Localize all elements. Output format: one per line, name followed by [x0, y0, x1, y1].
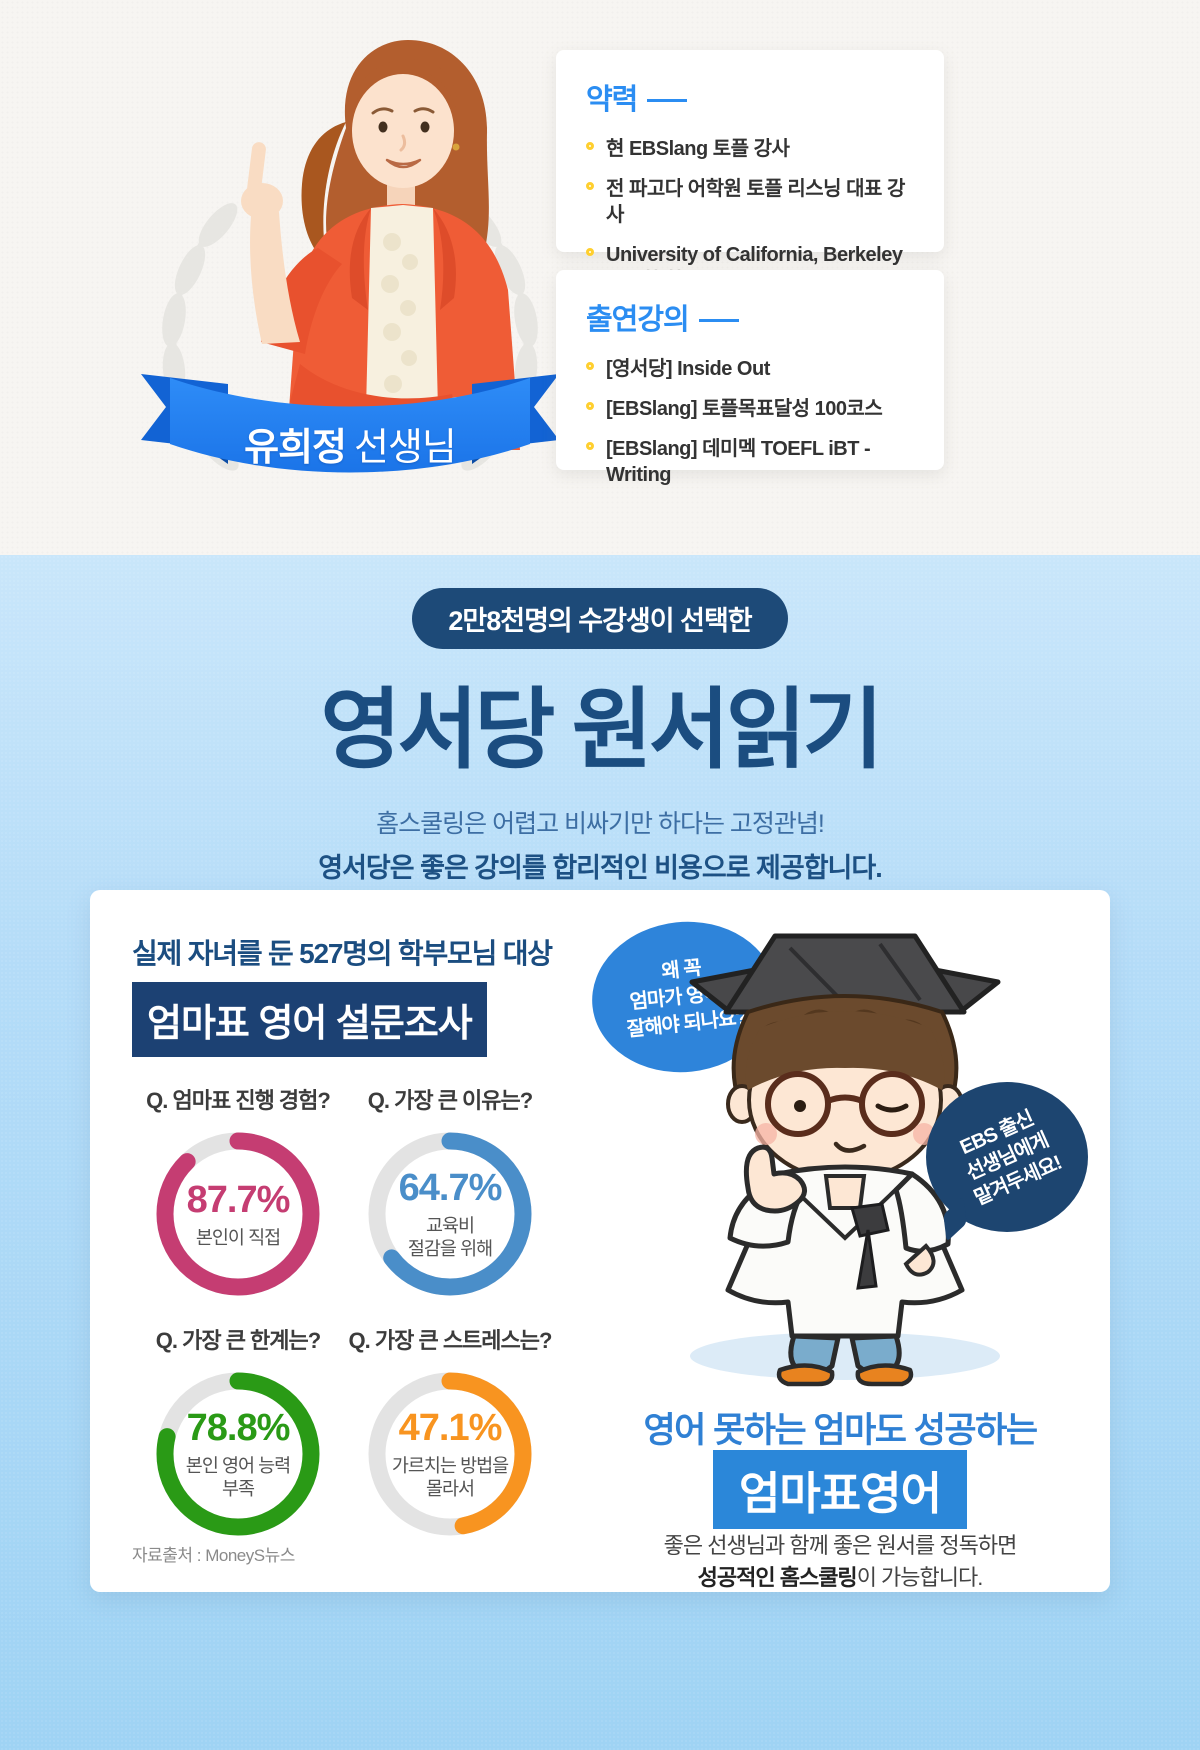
bio-card: 약력 현 EBSlang 토플 강사 전 파고다 어학원 토플 리스닝 대표 강…	[556, 50, 944, 292]
bio-item-text: 현 EBSlang 토플 강사	[606, 138, 790, 160]
page-title: 영서당 원서읽기	[320, 680, 883, 779]
donut-arc	[368, 1132, 532, 1296]
donut-chart-cell: Q. 가장 큰 스트레스는? 47.1% 가르치는 방법을 몰라서	[344, 1323, 556, 1543]
blouse	[365, 205, 439, 450]
face	[352, 74, 454, 188]
survey-left-column: 실제 자녀를 둔 527명의 학부모님 대상 엄마표 영어 설문조사 Q. 엄마…	[132, 932, 566, 1543]
donut-arc	[368, 1372, 532, 1536]
lectures-title-text: 출연강의	[586, 304, 690, 336]
pointing-finger	[246, 142, 266, 204]
scholar-character-illustration	[689, 933, 1001, 1387]
shoe	[855, 1363, 914, 1387]
lectures-card: 출연강의 [영서당] Inside Out [EBSlang] 토플목표달성 1…	[556, 270, 944, 486]
bio-item-text: 전 파고다 어학원 토플 리스닝 대표 강사	[606, 178, 905, 226]
title-underline	[647, 99, 688, 102]
source-note: 자료출처 : MoneyS뉴스	[132, 1546, 295, 1565]
lecture-item-text: [EBSlang] 토플목표달성 100코스	[606, 398, 883, 420]
lecture-item-text: [영서당] Inside Out	[606, 358, 770, 380]
donut-percent: 47.1%	[398, 1407, 503, 1450]
chart-question: Q. 가장 큰 이유는?	[367, 1088, 533, 1113]
donut-chart: 47.1% 가르치는 방법을 몰라서	[361, 1365, 539, 1543]
bullet-icon	[586, 362, 594, 370]
answer-speech-bubble: EBS 출신 선생님에게 맡겨두세요!	[926, 1082, 1088, 1232]
donut-chart-cell: Q. 가장 큰 한계는? 78.8% 본인 영어 능력 부족	[132, 1323, 344, 1543]
promo-description: 좋은 선생님과 함께 좋은 원서를 정독하면 성공적인 홈스쿨링이 가능합니다.	[663, 1533, 1018, 1590]
teacher-name-suffix: 선생님	[354, 427, 457, 469]
bio-items: 현 EBSlang 토플 강사 전 파고다 어학원 토플 리스닝 대표 강사 U…	[586, 136, 914, 294]
lectures-title: 출연강의	[586, 296, 914, 338]
ribbon-tie	[850, 1202, 890, 1238]
earring	[452, 143, 460, 151]
promo-highlight-wrap: 엄마표영어	[588, 1450, 1092, 1529]
list-item: 전 파고다 어학원 토플 리스닝 대표 강사	[586, 176, 914, 228]
hero-subtitle-2: 영서당은 좋은 강의를 합리적인 비용으로 제공합니다.	[318, 853, 883, 883]
bullet-icon	[586, 182, 594, 190]
donut-percent: 87.7%	[186, 1178, 291, 1221]
smile	[833, 1141, 867, 1153]
chart-question: Q. 엄마표 진행 경험?	[146, 1088, 331, 1113]
hero-badge: 2만8천명의 수강생이 선택한	[412, 588, 788, 649]
list-item: [EBSlang] 토플목표달성 100코스	[586, 396, 914, 422]
donut-percent: 78.8%	[186, 1407, 291, 1450]
gat-hat	[689, 933, 1001, 1015]
bio-title-text: 약력	[586, 84, 638, 116]
promo-highlight-box: 엄마표영어	[712, 1450, 967, 1529]
donut-arc	[156, 1372, 320, 1536]
list-item: 현 EBSlang 토플 강사	[586, 136, 914, 162]
lectures-items: [영서당] Inside Out [EBSlang] 토플목표달성 100코스 …	[586, 356, 914, 488]
bullet-icon	[586, 402, 594, 410]
title-underline	[698, 319, 739, 322]
donut-answer: 본인이 직접	[195, 1226, 281, 1248]
donut-chart-cell: Q. 엄마표 진행 경험? 87.7% 본인이 직접	[132, 1083, 344, 1303]
teacher-name: 유희정	[244, 427, 347, 469]
glasses	[765, 1071, 925, 1137]
hero-section: 2만8천명의 수강생이 선택한 영서당 원서읽기 홈스쿨링은 어렵고 비싸기만 …	[0, 555, 1200, 885]
chart-question: Q. 가장 큰 한계는?	[155, 1328, 321, 1353]
donut-percent: 64.7%	[398, 1167, 503, 1210]
donut-arc	[156, 1132, 320, 1296]
ground-shadow	[690, 1332, 1000, 1380]
thumbs-up-hand	[743, 1144, 807, 1214]
wink-eye	[875, 1103, 909, 1113]
teacher-photo-illustration	[241, 40, 520, 450]
donut-answer: 교육비 절감을 위해	[407, 1215, 493, 1259]
bullet-icon	[586, 248, 594, 256]
donut-chart: 78.8% 본인 영어 능력 부족	[149, 1365, 327, 1543]
lecture-item-text: [EBSlang] 데미멕 TOEFL iBT - Writing	[606, 438, 871, 486]
chart-question: Q. 가장 큰 스트레스는?	[348, 1328, 553, 1353]
donut-chart: 87.7% 본인이 직접	[149, 1125, 327, 1303]
name-ribbon-graphic	[141, 374, 559, 473]
survey-heading: 실제 자녀를 둔 527명의 학부모님 대상	[132, 938, 553, 969]
donut-answer: 본인 영어 능력 부족	[185, 1455, 291, 1499]
bullet-icon	[586, 442, 594, 450]
bullet-icon	[586, 142, 594, 150]
bio-title: 약력	[586, 76, 914, 118]
list-item: [영서당] Inside Out	[586, 356, 914, 382]
promo-headline: 영어 못하는 엄마도 성공하는	[643, 1411, 1038, 1450]
hero-subtitle-1: 홈스쿨링은 어렵고 비싸기만 하다는 고정관념!	[376, 810, 825, 838]
list-item: [EBSlang] 데미멕 TOEFL iBT - Writing	[586, 436, 914, 488]
charts-grid: Q. 엄마표 진행 경험? 87.7% 본인이 직접	[132, 1083, 556, 1543]
donut-chart-cell: Q. 가장 큰 이유는? 64.7% 교육비 절감을 위해	[344, 1083, 556, 1303]
survey-card: 실제 자녀를 둔 527명의 학부모님 대상 엄마표 영어 설문조사 Q. 엄마…	[90, 890, 1110, 1592]
donut-answer: 가르치는 방법을 몰라서	[391, 1455, 509, 1499]
teacher-name-banner: 유희정 선생님	[148, 416, 552, 471]
shoe	[776, 1363, 835, 1387]
donut-chart: 64.7% 교육비 절감을 위해	[361, 1125, 539, 1303]
survey-title-box: 엄마표 영어 설문조사	[132, 982, 487, 1057]
